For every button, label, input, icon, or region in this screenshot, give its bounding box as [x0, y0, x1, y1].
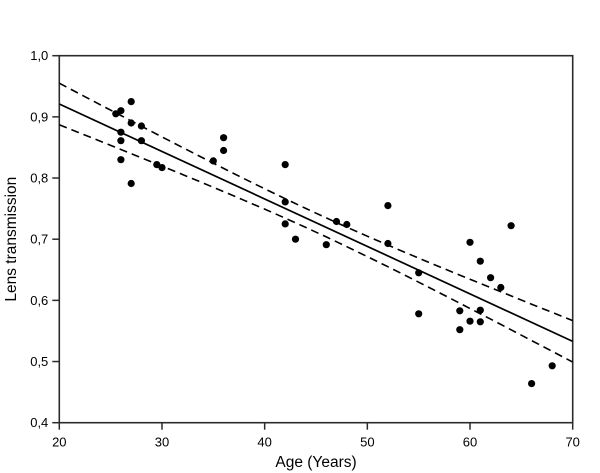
data-point	[117, 128, 125, 136]
data-point	[476, 257, 484, 265]
data-point	[548, 362, 556, 370]
data-point	[112, 110, 120, 118]
y-tick-label: 0,5	[30, 354, 48, 369]
plot-frame	[58, 54, 574, 424]
data-point	[137, 122, 145, 130]
data-point	[466, 238, 474, 246]
data-point	[117, 156, 125, 164]
data-point	[456, 326, 464, 334]
data-point	[220, 134, 228, 142]
data-point	[281, 220, 289, 228]
regression-line	[58, 103, 574, 343]
data-point	[497, 283, 505, 292]
data-point	[332, 217, 341, 226]
data-point	[291, 235, 300, 243]
data-point	[476, 306, 484, 314]
y-tick-label: 0,9	[30, 109, 48, 124]
data-point	[322, 241, 330, 249]
x-tick-label: 70	[565, 435, 579, 450]
data-point	[528, 380, 536, 388]
data-point	[466, 317, 474, 325]
data-point	[343, 220, 351, 229]
data-point	[281, 198, 289, 206]
data-point	[456, 307, 464, 315]
data-point	[153, 161, 161, 169]
y-tick-label: 0,4	[30, 415, 48, 430]
data-point	[384, 202, 392, 210]
data-point	[415, 269, 423, 277]
y-tick-label: 1,0	[30, 48, 48, 63]
data-point	[384, 239, 392, 248]
y-axis-title: Lens transmission	[3, 177, 20, 302]
x-tick-label: 60	[463, 435, 477, 450]
x-tick-label: 20	[52, 435, 66, 450]
x-tick-label: 30	[155, 435, 169, 450]
data-point	[476, 318, 484, 326]
data-point	[415, 310, 423, 318]
data-point	[117, 137, 125, 145]
data-point	[281, 161, 289, 169]
data-point	[158, 164, 166, 172]
data-point	[487, 274, 495, 282]
y-tick-label: 0,7	[30, 232, 48, 247]
confidence-band-lower	[59, 124, 574, 363]
x-tick-label: 50	[360, 435, 374, 450]
x-tick-label: 40	[257, 435, 271, 450]
y-tick-label: 0,6	[30, 293, 48, 308]
data-point	[137, 137, 145, 145]
data-point	[209, 157, 217, 165]
data-point	[127, 119, 135, 127]
data-point	[507, 222, 515, 230]
data-point	[220, 146, 228, 155]
x-axis-title: Age (Years)	[275, 454, 356, 471]
data-point	[127, 98, 135, 106]
data-point	[127, 179, 135, 188]
confidence-band-upper	[58, 82, 573, 322]
y-tick-label: 0,8	[30, 171, 48, 186]
